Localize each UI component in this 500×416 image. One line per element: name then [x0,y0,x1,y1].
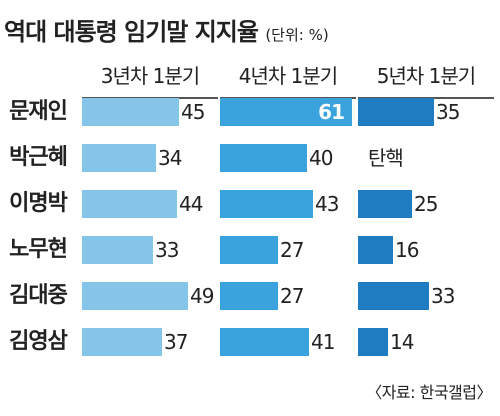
annotation-label: 탄핵 [368,146,404,170]
category-label: 김대중 [9,283,68,308]
series-label: 3년차 1분기 [100,64,200,88]
bar [220,236,278,264]
bar [220,282,278,310]
value-label: 33 [431,284,455,308]
chart-title-text: 역대 대통령 임기말 지지율 [4,18,259,46]
bar [82,144,156,172]
bar [82,282,188,310]
category-label: 박근혜 [9,145,68,170]
value-label: 34 [158,146,182,170]
value-label: 41 [311,330,335,354]
chart-title: 역대 대통령 임기말 지지율 (단위: %) [4,18,329,49]
unit-label: (단위: %) [265,26,329,44]
value-label: 44 [179,192,203,216]
series-label: 4년차 1분기 [238,64,338,88]
bar [358,236,393,264]
bar [220,190,313,218]
bar [358,190,412,218]
series-panel: 3년차 1분기 45 34 44 33 49 37 [82,56,218,374]
bar [358,98,434,126]
bar [82,190,177,218]
category-label: 이명박 [9,191,68,216]
value-label: 33 [155,238,179,262]
bar [82,98,179,126]
bar [220,98,352,126]
category-label: 노무현 [9,237,68,262]
value-label: 61 [318,100,345,124]
source-label: 〈자료: 한국갤럽〉 [366,383,492,402]
value-label: 14 [390,330,414,354]
value-label: 43 [315,192,339,216]
value-label: 27 [280,284,304,308]
value-label: 35 [436,100,460,124]
value-label: 37 [164,330,188,354]
bar [82,328,162,356]
bar [220,328,309,356]
series-panel: 4년차 1분기 61 40 43 27 27 41 [220,56,356,374]
category-label: 문재인 [9,99,68,124]
series-panel: 5년차 1분기 35 탄핵 25 16 33 14 [358,56,494,374]
category-label: 김영삼 [9,329,68,354]
bar [358,282,429,310]
bar [82,236,153,264]
value-label: 45 [181,100,205,124]
bar [220,144,307,172]
value-label: 49 [190,284,214,308]
bar [358,328,388,356]
value-label: 16 [395,238,419,262]
value-label: 25 [414,192,438,216]
value-label: 40 [309,146,333,170]
series-label: 5년차 1분기 [376,64,476,88]
value-label: 27 [280,238,304,262]
